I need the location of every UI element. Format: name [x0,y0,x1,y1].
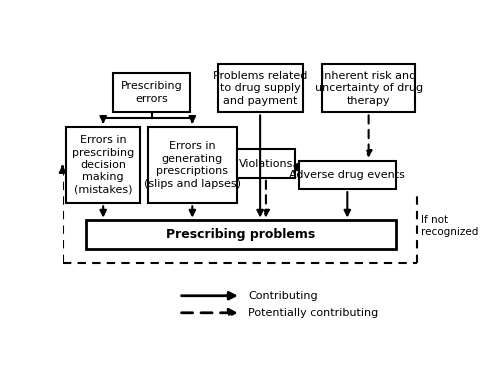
Text: Problems related
to drug supply
and payment: Problems related to drug supply and paym… [213,71,308,106]
Bar [148,127,237,203]
Text: Inherent risk and
uncertainty of drug
therapy: Inherent risk and uncertainty of drug th… [314,71,422,106]
Text: Contributing: Contributing [248,291,318,301]
Text: Prescribing problems: Prescribing problems [166,228,316,241]
Bar [237,149,295,178]
Text: Errors in
prescribing
decision
making
(mistakes): Errors in prescribing decision making (m… [72,135,134,195]
Bar [218,64,303,113]
Text: Potentially contributing: Potentially contributing [248,308,379,318]
Bar [322,64,415,113]
Bar [113,73,190,113]
Text: Violations: Violations [239,159,293,169]
Bar [66,127,140,203]
Bar [86,220,396,249]
Text: Adverse drug events: Adverse drug events [290,170,405,180]
Bar [299,161,396,189]
Text: Prescribing
errors: Prescribing errors [121,82,182,104]
Text: If not
recognized: If not recognized [421,215,478,237]
Text: Errors in
generating
prescriptions
(slips and lapses): Errors in generating prescriptions (slip… [144,141,241,189]
